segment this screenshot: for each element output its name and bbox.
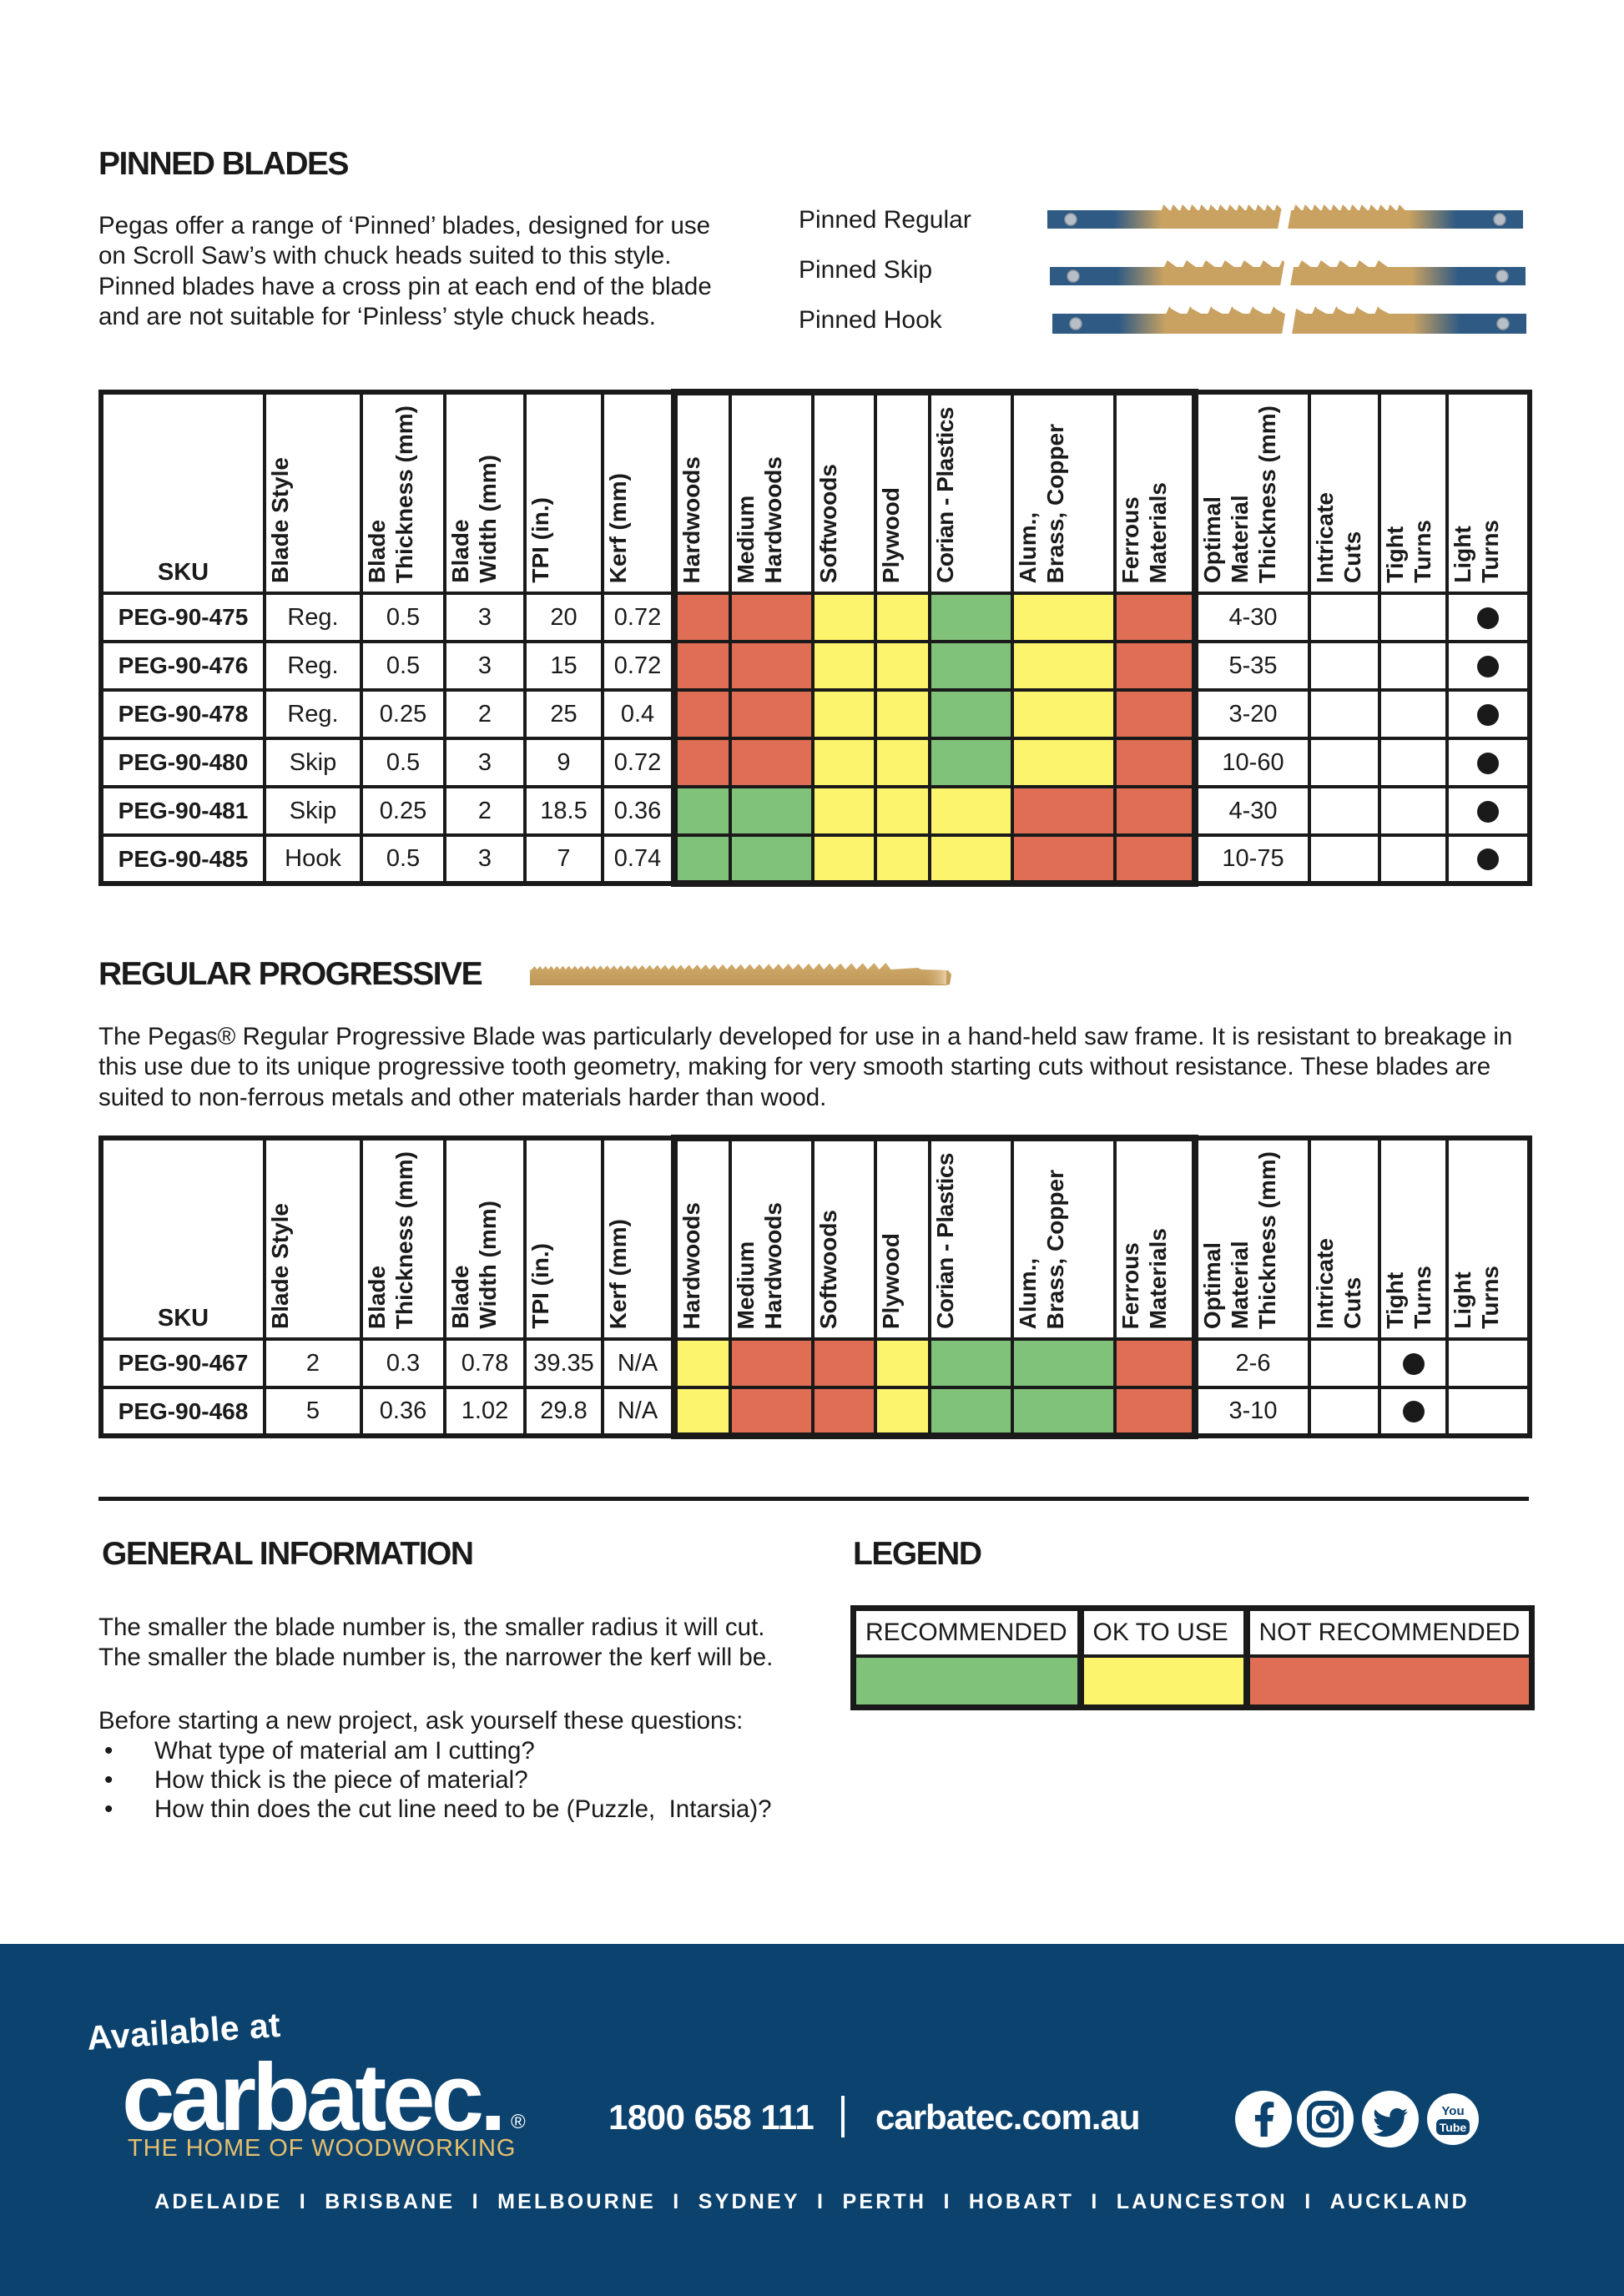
svg-text:Tube: Tube	[1440, 2121, 1467, 2134]
svg-text:You: You	[1441, 2104, 1464, 2118]
